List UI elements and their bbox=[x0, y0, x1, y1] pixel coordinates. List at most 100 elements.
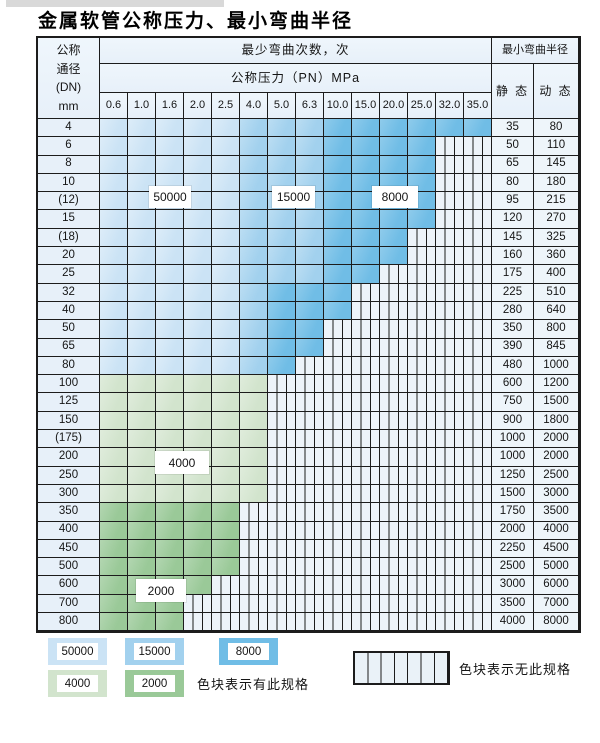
cycle-count-label: 15000 bbox=[272, 186, 315, 208]
no-spec-cell bbox=[464, 521, 492, 540]
dn-cell: (12) bbox=[38, 192, 100, 211]
dn-cell: 800 bbox=[38, 613, 100, 632]
no-spec-cell bbox=[464, 613, 492, 632]
legend-swatch-label: 50000 bbox=[57, 643, 98, 660]
no-spec-cell bbox=[380, 448, 408, 467]
no-spec-cell bbox=[268, 503, 296, 522]
spec-cell bbox=[212, 320, 240, 339]
no-spec-cell bbox=[464, 155, 492, 174]
spec-cell bbox=[436, 119, 464, 138]
no-spec-cell bbox=[408, 576, 436, 595]
no-spec-cell bbox=[268, 576, 296, 595]
static-radius-cell: 900 bbox=[492, 411, 534, 431]
spec-cell bbox=[408, 137, 436, 156]
no-spec-cell bbox=[436, 192, 464, 211]
no-spec-cell bbox=[464, 173, 492, 193]
spec-cell bbox=[156, 228, 184, 248]
spec-cell bbox=[324, 192, 352, 211]
spec-cell bbox=[268, 155, 296, 174]
no-spec-cell bbox=[268, 594, 296, 614]
dn-header-line: 公称 bbox=[56, 43, 81, 58]
dn-cell: 80 bbox=[38, 356, 100, 376]
no-spec-cell bbox=[352, 539, 380, 559]
dn-cell: 500 bbox=[38, 558, 100, 577]
spec-cell bbox=[352, 119, 380, 138]
pressure-tick: 2.0 bbox=[184, 93, 212, 119]
dn-cell: 100 bbox=[38, 375, 100, 394]
no-spec-cell bbox=[380, 576, 408, 595]
spec-cell bbox=[240, 192, 268, 211]
no-spec-cell bbox=[296, 466, 324, 485]
pressure-tick: 20.0 bbox=[380, 93, 408, 119]
dn-cell: 700 bbox=[38, 594, 100, 614]
spec-cell bbox=[184, 411, 212, 431]
dn-cell: 150 bbox=[38, 411, 100, 431]
spec-cell bbox=[240, 155, 268, 174]
static-radius-cell: 145 bbox=[492, 228, 534, 248]
dynamic-radius-cell: 270 bbox=[534, 210, 579, 229]
spec-cell bbox=[156, 137, 184, 156]
spec-cell bbox=[408, 155, 436, 174]
spec-cell bbox=[240, 283, 268, 302]
spec-cell bbox=[380, 119, 408, 138]
spec-cell bbox=[296, 228, 324, 248]
spec-cell bbox=[100, 228, 128, 248]
legend-swatch: 8000 bbox=[219, 638, 278, 665]
dynamic-radius-cell: 180 bbox=[534, 173, 579, 193]
spec-cell bbox=[240, 228, 268, 248]
no-spec-cell bbox=[464, 411, 492, 431]
pressure-tick: 1.0 bbox=[128, 93, 156, 119]
no-spec-cell bbox=[268, 484, 296, 504]
spec-cell bbox=[184, 576, 212, 595]
spec-cell bbox=[100, 247, 128, 266]
spec-cell bbox=[156, 265, 184, 284]
no-spec-cell bbox=[268, 539, 296, 559]
spec-cell bbox=[268, 210, 296, 229]
legend-has-spec-text: 色块表示有此规格 bbox=[197, 677, 310, 692]
dynamic-radius-cell: 1000 bbox=[534, 356, 579, 376]
spec-cell bbox=[156, 338, 184, 357]
no-spec-cell bbox=[324, 594, 352, 614]
spec-cell bbox=[268, 301, 296, 321]
spec-cell bbox=[380, 247, 408, 266]
dynamic-radius-cell: 5000 bbox=[534, 558, 579, 577]
spec-cell bbox=[184, 137, 212, 156]
spec-cell bbox=[240, 430, 268, 449]
dynamic-radius-cell: 3000 bbox=[534, 484, 579, 504]
no-spec-cell bbox=[380, 594, 408, 614]
no-spec-cell bbox=[408, 539, 436, 559]
spec-cell bbox=[184, 155, 212, 174]
no-spec-cell bbox=[184, 594, 212, 614]
static-radius-cell: 50 bbox=[492, 137, 534, 156]
spec-cell bbox=[184, 320, 212, 339]
spec-cell bbox=[212, 393, 240, 412]
spec-cell bbox=[212, 210, 240, 229]
top-gray-strip bbox=[6, 0, 224, 7]
spec-cell bbox=[128, 356, 156, 376]
pressure-tick: 4.0 bbox=[240, 93, 268, 119]
static-radius-cell: 750 bbox=[492, 393, 534, 412]
no-spec-cell bbox=[268, 613, 296, 632]
no-spec-cell bbox=[268, 430, 296, 449]
spec-cell bbox=[268, 247, 296, 266]
spec-cell bbox=[464, 119, 492, 138]
spec-cell bbox=[156, 613, 184, 632]
no-spec-cell bbox=[240, 539, 268, 559]
cycle-count-label: 50000 bbox=[149, 186, 191, 208]
no-spec-cell bbox=[464, 484, 492, 504]
spec-cell bbox=[212, 356, 240, 376]
pressure-tick: 2.5 bbox=[212, 93, 240, 119]
no-spec-cell bbox=[408, 338, 436, 357]
spec-cell bbox=[240, 247, 268, 266]
dn-cell: 4 bbox=[38, 119, 100, 138]
spec-cell bbox=[100, 558, 128, 577]
dn-cell: 600 bbox=[38, 576, 100, 595]
no-spec-cell bbox=[296, 521, 324, 540]
no-spec-cell bbox=[436, 210, 464, 229]
no-spec-cell bbox=[408, 228, 436, 248]
no-spec-cell bbox=[352, 338, 380, 357]
spec-cell bbox=[268, 356, 296, 376]
no-spec-cell bbox=[296, 594, 324, 614]
legend-swatch-label: 8000 bbox=[228, 643, 269, 660]
dynamic-radius-cell: 1800 bbox=[534, 411, 579, 431]
